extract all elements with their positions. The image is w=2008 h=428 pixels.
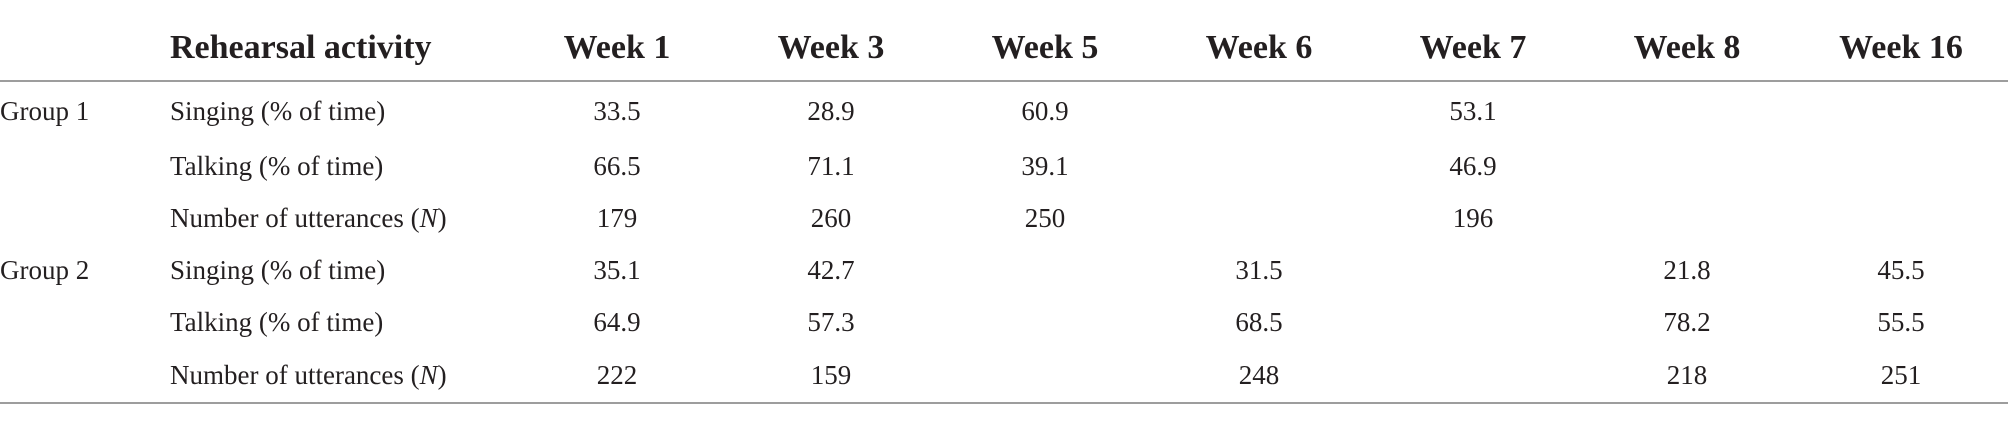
activity-label-italic: N <box>419 202 438 233</box>
table-cell: 71.1 <box>807 150 855 181</box>
group-label <box>0 348 170 404</box>
group-label <box>0 140 170 192</box>
table-row: Group 1 Singing (% of time) 33.5 28.9 60… <box>0 81 2008 140</box>
table-cell: 159 <box>724 348 938 404</box>
table-cell <box>1580 140 1794 192</box>
header-week-7: Week 7 <box>1366 16 1580 82</box>
table-cell: 35.1 <box>593 254 641 285</box>
table-cell <box>938 348 1152 404</box>
table-cell: 68.5 <box>1235 306 1283 337</box>
table-cell: 250 <box>1024 202 1066 233</box>
table-cell <box>1794 140 2008 192</box>
table-row: Talking (% of time) 66.5 71.1 39.1 46.9 <box>0 140 2008 192</box>
table-cell: 57.3 <box>807 306 855 337</box>
table-cell <box>1366 348 1580 404</box>
group-label: Group 2 <box>0 254 90 285</box>
table-cell <box>938 296 1152 348</box>
table-cell: 260 <box>810 202 852 233</box>
table-cell <box>1152 81 1366 140</box>
table-cell: 31.5 <box>1235 254 1283 285</box>
activity-label-italic: N <box>419 359 438 390</box>
table-cell: 222 <box>510 348 724 404</box>
activity-label: Talking (% of time) <box>170 150 384 181</box>
table-cell: 78.2 <box>1663 306 1711 337</box>
table-cell: 28.9 <box>807 95 855 126</box>
table-cell: 251 <box>1794 348 2008 404</box>
rehearsal-activity-table: Rehearsal activity Week 1 Week 3 Week 5 … <box>0 16 2008 404</box>
table-cell: 179 <box>596 202 638 233</box>
group-label: Group 1 <box>0 95 90 126</box>
group-label <box>0 296 170 348</box>
table-cell: 55.5 <box>1877 306 1925 337</box>
header-week-5: Week 5 <box>938 16 1152 82</box>
table-cell: 218 <box>1580 348 1794 404</box>
table-cell <box>1580 81 1794 140</box>
header-week-8: Week 8 <box>1580 16 1794 82</box>
activity-label: Number of utterances (N) <box>170 192 510 244</box>
table-row: Talking (% of time) 64.9 57.3 68.5 78.2 … <box>0 296 2008 348</box>
table-cell <box>1580 192 1794 244</box>
table-cell: 46.9 <box>1449 150 1497 181</box>
header-week-16: Week 16 <box>1794 16 2008 82</box>
table-cell: 42.7 <box>807 254 855 285</box>
table-cell <box>1794 81 2008 140</box>
table-cell: 39.1 <box>1021 150 1069 181</box>
header-group-blank <box>0 16 170 82</box>
table-row: Number of utterances (N) 222 159 248 218… <box>0 348 2008 404</box>
table-cell: 60.9 <box>1021 95 1069 126</box>
table-cell: 33.5 <box>593 95 641 126</box>
table-cell: 53.1 <box>1449 95 1497 126</box>
header-rehearsal-activity: Rehearsal activity <box>170 16 510 82</box>
activity-label-prefix: Number of utterances ( <box>170 359 420 390</box>
table-cell <box>1794 192 2008 244</box>
header-week-6: Week 6 <box>1152 16 1366 82</box>
table-cell <box>1366 244 1580 296</box>
table-cell <box>1152 140 1366 192</box>
table-cell: 248 <box>1152 348 1366 404</box>
group-label <box>0 192 170 244</box>
table-cell: 45.5 <box>1877 254 1925 285</box>
table-row: Group 2 Singing (% of time) 35.1 42.7 31… <box>0 244 2008 296</box>
table-cell: 64.9 <box>593 306 641 337</box>
table-cell: 196 <box>1452 202 1494 233</box>
activity-label-suffix: ) <box>437 359 447 390</box>
table-cell <box>1152 192 1366 244</box>
table-cell: 21.8 <box>1663 254 1711 285</box>
header-week-3: Week 3 <box>724 16 938 82</box>
table-row: Number of utterances (N) 179 260 250 196 <box>0 192 2008 244</box>
table-cell: 66.5 <box>593 150 641 181</box>
activity-label: Talking (% of time) <box>170 306 384 337</box>
activity-label-prefix: Number of utterances ( <box>170 202 420 233</box>
header-week-1: Week 1 <box>510 16 724 82</box>
table-cell <box>938 244 1152 296</box>
table-header-row: Rehearsal activity Week 1 Week 3 Week 5 … <box>0 16 2008 82</box>
activity-label-suffix: ) <box>437 202 447 233</box>
table-cell <box>1366 296 1580 348</box>
activity-label: Singing (% of time) <box>170 254 386 285</box>
activity-label: Singing (% of time) <box>170 95 386 126</box>
activity-label: Number of utterances (N) <box>170 348 510 404</box>
